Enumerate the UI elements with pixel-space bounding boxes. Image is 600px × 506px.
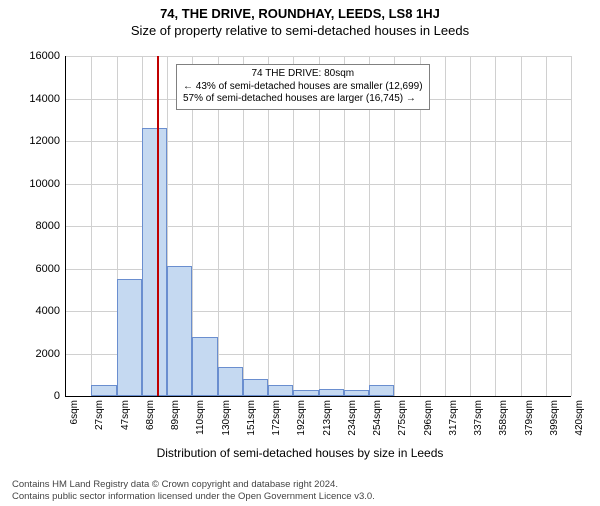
- y-tick-label: 14000: [10, 93, 60, 105]
- x-tick-label: 317sqm: [448, 400, 459, 440]
- histogram-bar: [218, 367, 243, 396]
- x-tick-label: 213sqm: [322, 400, 333, 440]
- gridline-v: [521, 56, 522, 396]
- x-tick-label: 337sqm: [473, 400, 484, 440]
- x-tick-label: 6sqm: [69, 400, 80, 440]
- info-box-line: 74 THE DRIVE: 80sqm: [183, 68, 423, 81]
- histogram-bar: [91, 385, 116, 396]
- histogram-bar: [167, 266, 192, 396]
- x-tick-label: 254sqm: [372, 400, 383, 440]
- footer-line-2: Contains public sector information licen…: [12, 491, 375, 502]
- histogram-bar: [142, 128, 167, 396]
- gridline-v: [571, 56, 572, 396]
- y-tick-label: 6000: [10, 263, 60, 275]
- x-tick-label: 192sqm: [296, 400, 307, 440]
- x-tick-label: 275sqm: [397, 400, 408, 440]
- x-tick-label: 172sqm: [271, 400, 282, 440]
- y-tick-label: 4000: [10, 305, 60, 317]
- gridline-v: [495, 56, 496, 396]
- attribution-footer: Contains HM Land Registry data © Crown c…: [12, 479, 375, 502]
- y-tick-label: 10000: [10, 178, 60, 190]
- x-tick-label: 296sqm: [423, 400, 434, 440]
- footer-line-1: Contains HM Land Registry data © Crown c…: [12, 479, 375, 490]
- x-tick-label: 420sqm: [574, 400, 585, 440]
- x-tick-label: 110sqm: [195, 400, 206, 440]
- histogram-bar: [369, 385, 394, 396]
- info-box-line: ← 43% of semi-detached houses are smalle…: [183, 81, 423, 94]
- x-tick-label: 89sqm: [170, 400, 181, 440]
- x-tick-label: 47sqm: [120, 400, 131, 440]
- chart-title-address: 74, THE DRIVE, ROUNDHAY, LEEDS, LS8 1HJ: [0, 6, 600, 21]
- y-tick-label: 8000: [10, 220, 60, 232]
- chart-subtitle: Size of property relative to semi-detach…: [0, 23, 600, 38]
- x-tick-label: 68sqm: [145, 400, 156, 440]
- histogram-bar: [293, 390, 318, 396]
- histogram-bar: [192, 337, 217, 397]
- gridline-v: [470, 56, 471, 396]
- y-tick-label: 12000: [10, 135, 60, 147]
- gridline-v: [445, 56, 446, 396]
- x-tick-label: 27sqm: [94, 400, 105, 440]
- x-tick-label: 130sqm: [221, 400, 232, 440]
- x-tick-label: 358sqm: [498, 400, 509, 440]
- histogram-bar: [319, 389, 344, 396]
- gridline-v: [91, 56, 92, 396]
- y-tick-label: 16000: [10, 50, 60, 62]
- x-axis-label: Distribution of semi-detached houses by …: [0, 446, 600, 460]
- histogram-bar: [117, 279, 142, 396]
- y-tick-label: 2000: [10, 348, 60, 360]
- histogram-bar: [344, 390, 369, 396]
- y-tick-label: 0: [10, 390, 60, 402]
- property-info-box: 74 THE DRIVE: 80sqm← 43% of semi-detache…: [176, 64, 430, 110]
- property-marker-line: [157, 56, 159, 396]
- x-tick-label: 234sqm: [347, 400, 358, 440]
- x-tick-label: 379sqm: [524, 400, 535, 440]
- histogram-plot-area: 74 THE DRIVE: 80sqm← 43% of semi-detache…: [65, 56, 571, 397]
- info-box-line: 57% of semi-detached houses are larger (…: [183, 93, 423, 106]
- histogram-bar: [243, 379, 268, 396]
- x-tick-label: 399sqm: [549, 400, 560, 440]
- histogram-bar: [268, 385, 293, 396]
- gridline-v: [546, 56, 547, 396]
- x-tick-label: 151sqm: [246, 400, 257, 440]
